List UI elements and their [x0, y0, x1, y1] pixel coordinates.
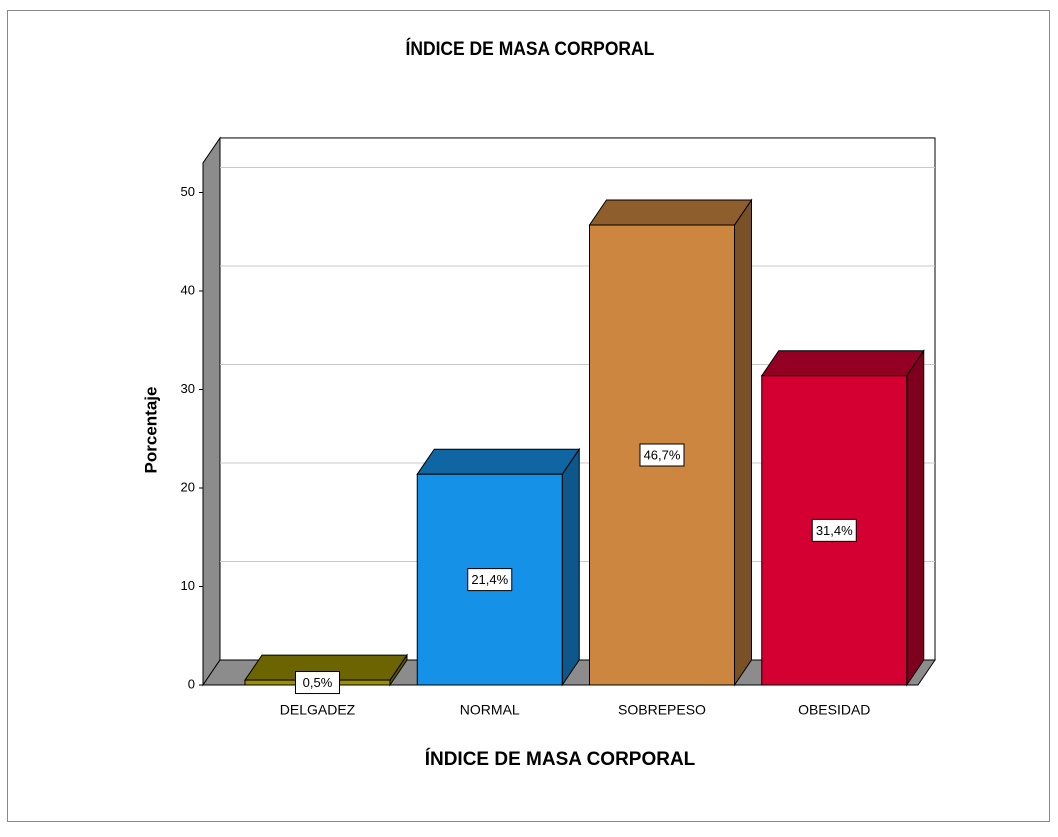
- y-axis-label: Porcentaje: [141, 387, 160, 474]
- bar-side: [561, 447, 580, 687]
- y-tick-label: 30: [181, 381, 195, 396]
- bar-top: [416, 448, 581, 475]
- value-label-box: [811, 518, 857, 542]
- y-tick-label: 50: [181, 184, 195, 199]
- value-label-box: [467, 568, 513, 592]
- bar: [761, 375, 908, 686]
- x-axis-label: ÍNDICE DE MASA CORPORAL: [425, 748, 696, 770]
- x-tick-label: NORMAL: [460, 702, 520, 718]
- x-tick-label: OBESIDAD: [798, 702, 870, 718]
- side-wall: [202, 136, 221, 687]
- bar-side: [906, 349, 925, 687]
- y-tick-label: 0: [188, 676, 195, 691]
- value-label: 21,4%: [471, 572, 508, 587]
- y-tick-label: 10: [181, 578, 195, 593]
- bar-top: [588, 199, 753, 226]
- bar-top: [760, 350, 925, 377]
- chart-title: ÍNDICE DE MASA CORPORAL: [405, 37, 654, 59]
- value-label: 46,7%: [644, 447, 681, 462]
- value-label: 31,4%: [816, 523, 853, 538]
- x-tick-label: SOBREPESO: [618, 702, 706, 718]
- bar-side: [734, 198, 752, 687]
- value-label-box: [295, 671, 340, 695]
- y-tick-label: 40: [181, 282, 195, 297]
- value-label-box: [639, 443, 685, 467]
- y-tick-label: 20: [181, 479, 195, 494]
- value-label: 0,5%: [303, 675, 333, 690]
- x-tick-label: DELGADEZ: [280, 702, 356, 718]
